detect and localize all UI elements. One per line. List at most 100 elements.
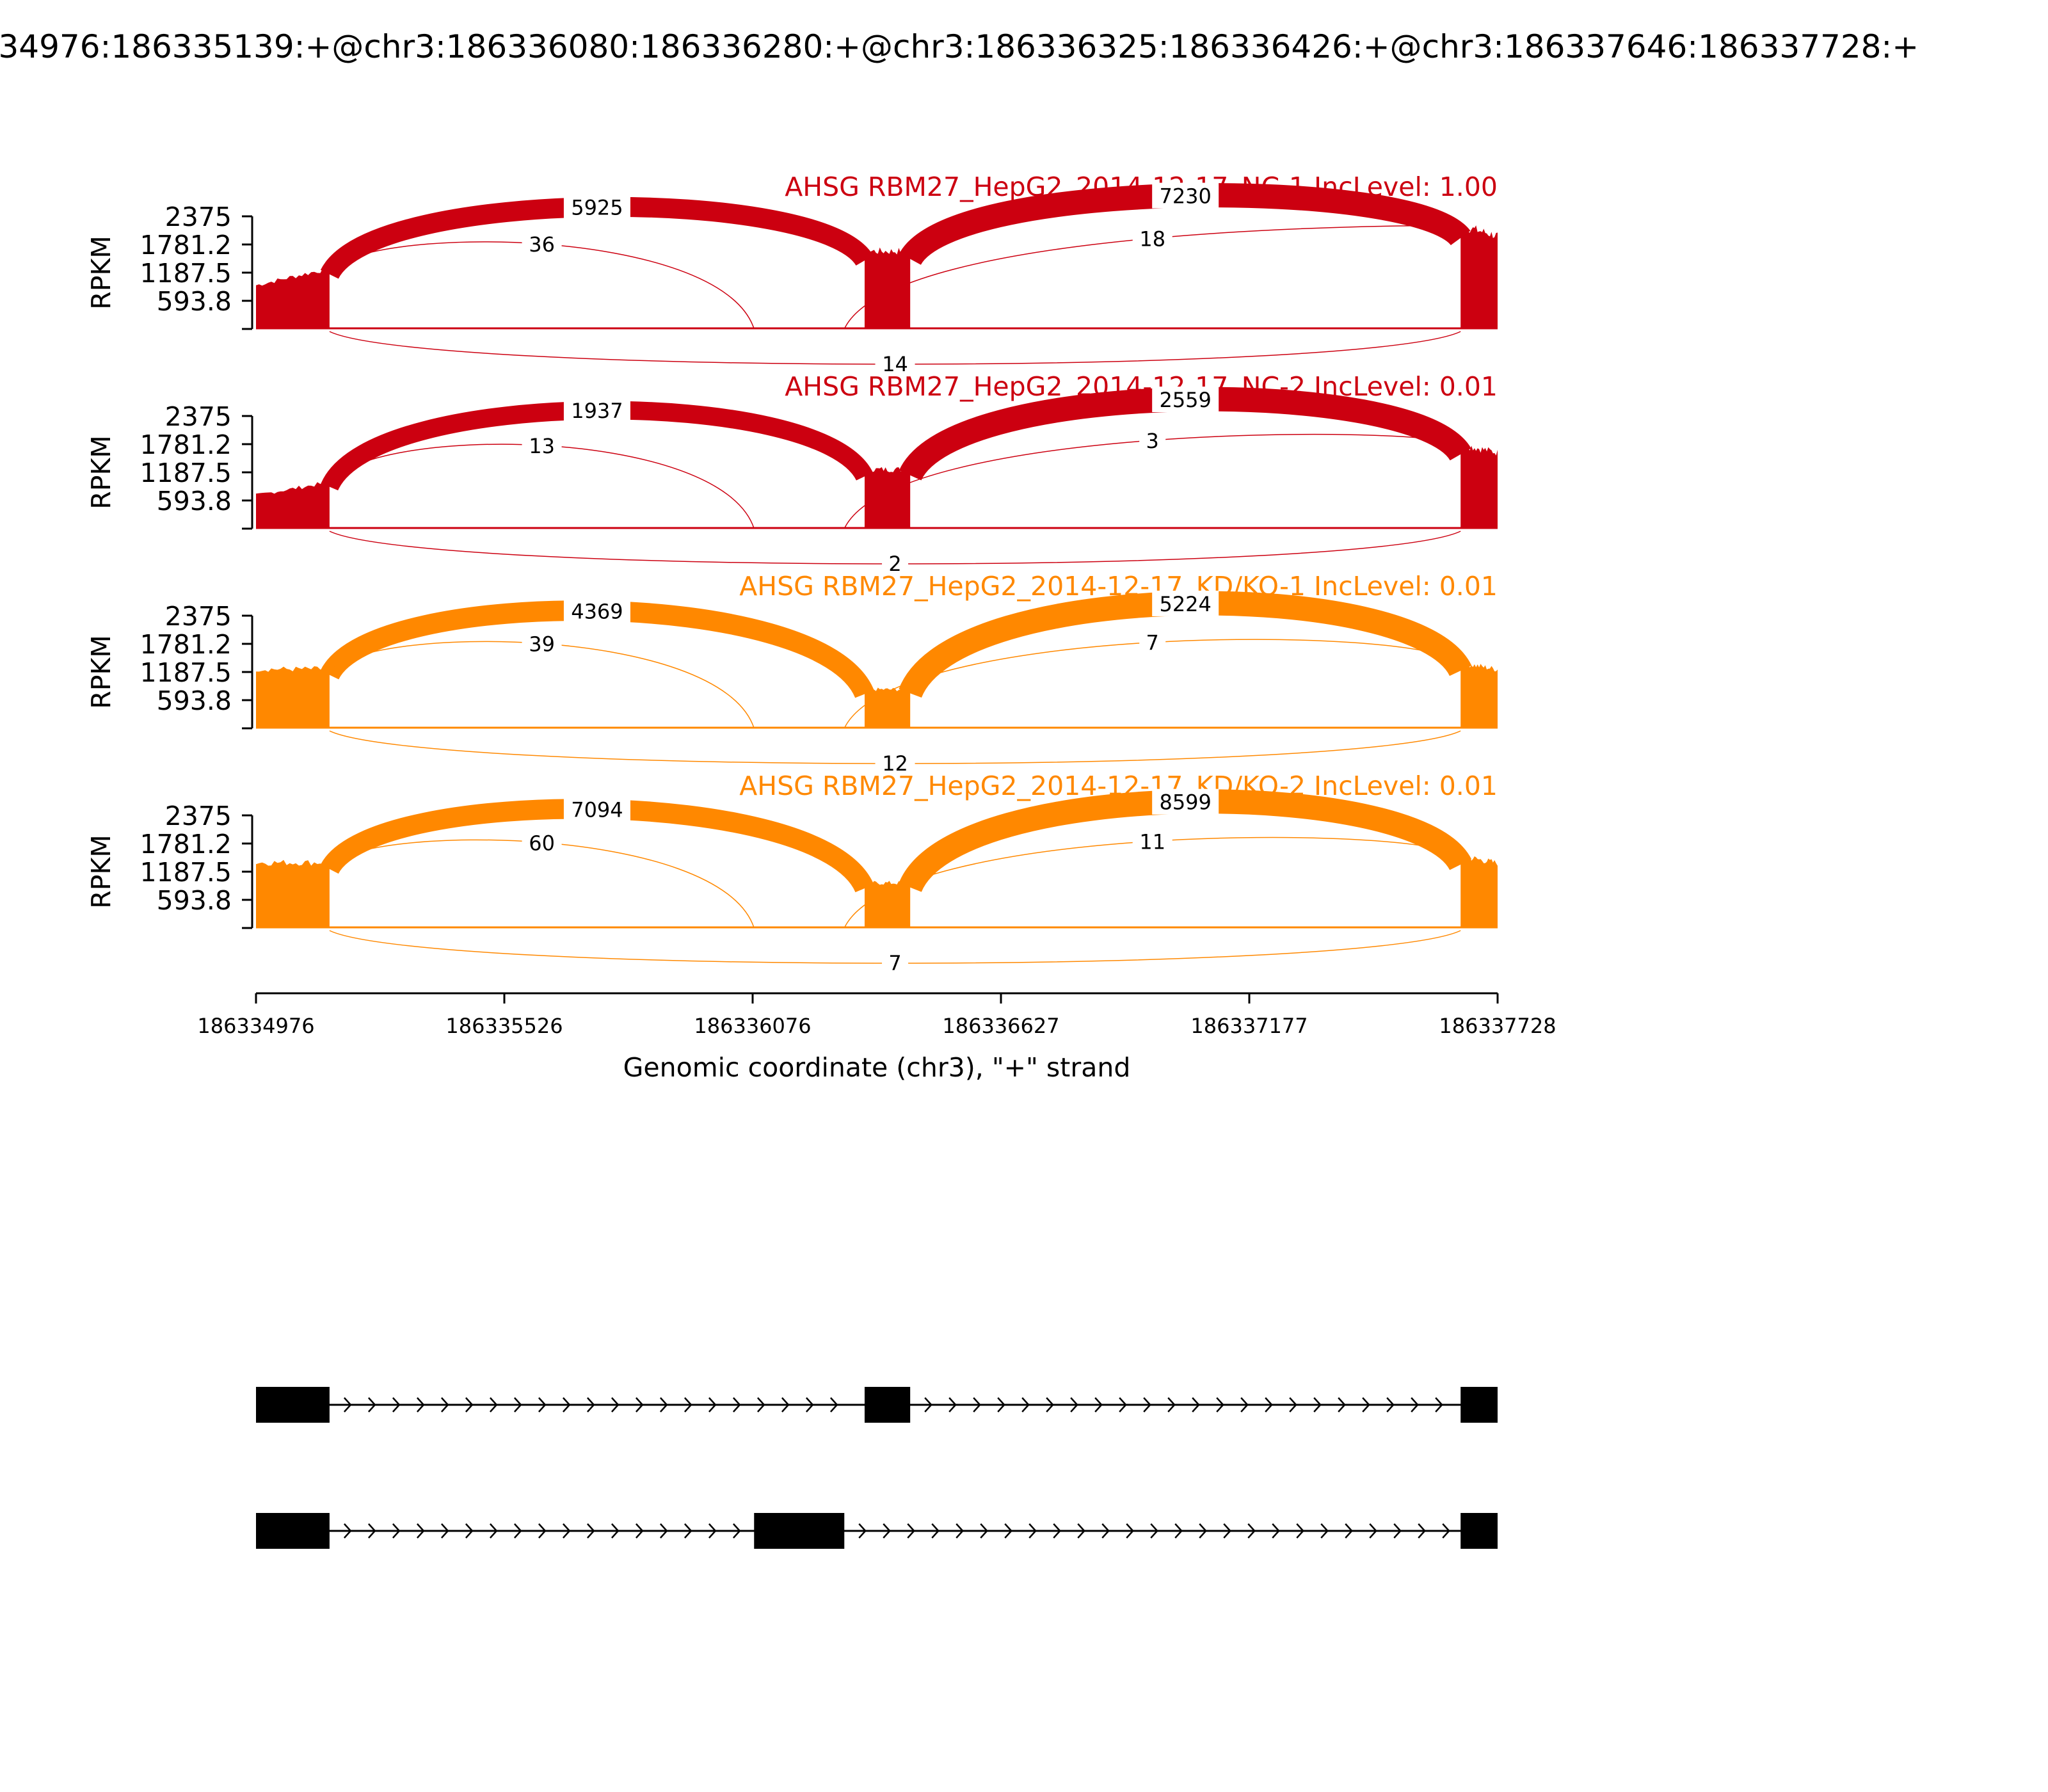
junction-arc — [899, 591, 1472, 699]
strand-arrow-icon — [1338, 1397, 1346, 1412]
gene-model-row — [256, 1387, 1498, 1423]
strand-arrow-icon — [538, 1397, 547, 1412]
y-tick-label: 1781.2 — [140, 829, 232, 860]
strand-arrow-icon — [997, 1397, 1005, 1412]
strand-arrow-icon — [465, 1397, 474, 1412]
strand-arrow-icon — [367, 1523, 376, 1539]
strand-arrow-icon — [1119, 1397, 1127, 1412]
junction-count-box — [563, 598, 630, 624]
strand-arrow-icon — [489, 1523, 498, 1539]
junction-count-label: 11 — [1139, 829, 1165, 854]
junction-count-box — [522, 829, 562, 856]
gene-model-row — [256, 1513, 1498, 1549]
junction-count-label: 7230 — [1159, 184, 1211, 209]
x-tick-label: 186334976 — [197, 1014, 314, 1038]
strand-arrow-icon — [1240, 1397, 1249, 1412]
junction-count-label: 60 — [529, 831, 555, 855]
x-tick-label: 186336076 — [694, 1014, 811, 1038]
gene-model-exon — [1460, 1387, 1498, 1423]
strand-arrow-icon — [973, 1397, 981, 1412]
junction-count-label: 39 — [529, 632, 555, 657]
junction-count-label: 5925 — [571, 195, 623, 220]
exon-coverage — [864, 247, 911, 329]
strand-arrow-icon — [1272, 1523, 1280, 1539]
strand-arrow-icon — [1046, 1397, 1054, 1412]
strand-arrow-icon — [1435, 1397, 1443, 1412]
strand-arrow-icon — [562, 1523, 571, 1539]
strand-arrow-icon — [924, 1397, 932, 1412]
strand-arrow-icon — [440, 1397, 449, 1412]
junction-count-label: 2559 — [1159, 388, 1211, 412]
strand-arrow-icon — [829, 1397, 838, 1412]
strand-arrow-icon — [1345, 1523, 1353, 1539]
junction-count-label: 13 — [529, 434, 555, 458]
junction-count-label: 8599 — [1159, 790, 1211, 815]
y-tick-label: 1187.5 — [140, 657, 232, 688]
y-tick-label: 2375 — [165, 801, 232, 831]
figure-title: chr3:186334976:186335139:+@chr3:18633608… — [0, 28, 1919, 65]
strand-arrow-icon — [1167, 1397, 1176, 1412]
exon-coverage — [256, 266, 330, 329]
strand-arrow-icon — [489, 1397, 498, 1412]
junction-count-box — [875, 750, 915, 776]
x-tick-label: 186337728 — [1439, 1014, 1556, 1038]
strand-arrow-icon — [1094, 1397, 1103, 1412]
strand-arrow-icon — [1174, 1523, 1183, 1539]
junction-count-label: 36 — [529, 232, 555, 257]
strand-arrow-icon — [1223, 1523, 1231, 1539]
x-tick-label: 186335526 — [445, 1014, 563, 1038]
strand-arrow-icon — [586, 1523, 595, 1539]
exon-coverage — [1460, 660, 1498, 728]
strand-arrow-icon — [367, 1397, 376, 1412]
junction-count-label: 12 — [882, 751, 908, 776]
junction-count-box — [563, 194, 630, 220]
exon-coverage — [256, 481, 330, 529]
strand-arrow-icon — [684, 1523, 692, 1539]
gene-models — [256, 1387, 1498, 1549]
exon-coverage — [1460, 223, 1498, 329]
exon-coverage — [256, 860, 330, 928]
strand-arrow-icon — [611, 1523, 620, 1539]
junction-count-box — [563, 397, 630, 424]
strand-arrow-icon — [538, 1523, 547, 1539]
strand-arrow-icon — [416, 1397, 425, 1412]
strand-arrow-icon — [440, 1523, 449, 1539]
gene-model-exon — [256, 1387, 330, 1423]
strand-arrow-icon — [1393, 1523, 1402, 1539]
strand-arrow-icon — [781, 1397, 790, 1412]
strand-arrow-icon — [1369, 1523, 1377, 1539]
junction-count-box — [1132, 828, 1172, 854]
strand-arrow-icon — [1289, 1397, 1297, 1412]
y-axis-label: RPKM — [86, 635, 116, 708]
exon-coverage — [864, 467, 911, 529]
x-tick-label: 186337177 — [1190, 1014, 1308, 1038]
y-tick-label: 593.8 — [157, 486, 232, 516]
strand-arrow-icon — [805, 1397, 814, 1412]
strand-arrow-icon — [1418, 1523, 1426, 1539]
y-tick-label: 593.8 — [157, 685, 232, 716]
junction-count-box — [882, 550, 909, 576]
exon-coverage — [864, 881, 911, 928]
gene-model-exon — [864, 1387, 911, 1423]
strand-arrow-icon — [659, 1397, 668, 1412]
junction-count-label: 3 — [1146, 429, 1159, 453]
strand-arrow-icon — [1004, 1523, 1012, 1539]
gene-model-exon — [256, 1513, 330, 1549]
strand-arrow-icon — [513, 1397, 522, 1412]
y-tick-label: 1187.5 — [140, 258, 232, 289]
strand-arrow-icon — [1192, 1397, 1200, 1412]
y-tick-label: 2375 — [165, 202, 232, 232]
junction-count-box — [1152, 788, 1219, 815]
y-tick-label: 593.8 — [157, 885, 232, 916]
strand-arrow-icon — [956, 1523, 964, 1539]
strand-arrow-icon — [416, 1523, 425, 1539]
strand-arrow-icon — [1386, 1397, 1395, 1412]
strand-arrow-icon — [684, 1397, 692, 1412]
strand-arrow-icon — [1216, 1397, 1224, 1412]
strand-arrow-icon — [392, 1397, 401, 1412]
strand-arrow-icon — [1199, 1523, 1207, 1539]
